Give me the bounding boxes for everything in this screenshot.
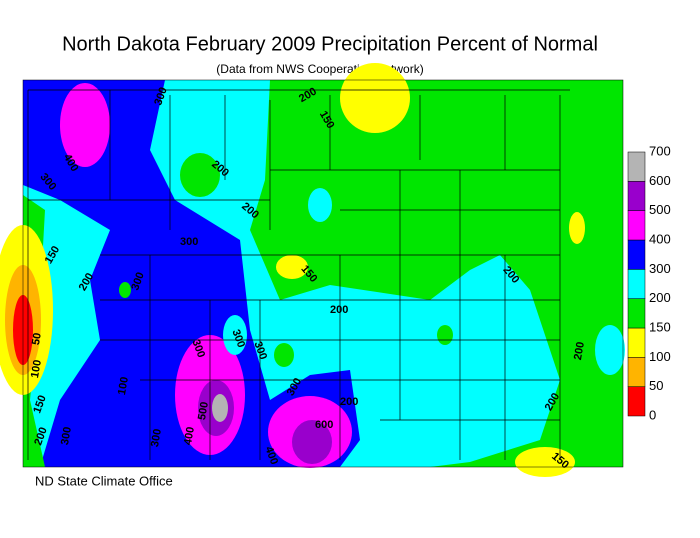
contour-label: 100: [116, 376, 131, 396]
contour-label: 100: [29, 359, 44, 379]
region: [437, 325, 453, 345]
legend: 0 50 100 150 200 300 400 500 600 700: [627, 143, 671, 422]
region: [212, 394, 228, 422]
footer: ND State Climate Office: [35, 473, 173, 488]
contour-label: 300: [149, 428, 164, 448]
contour-label: 500: [196, 401, 211, 421]
contour-label: 150: [31, 394, 49, 415]
legend-label: 400: [649, 231, 671, 246]
contour-label: 300: [189, 338, 207, 359]
title: North Dakota February 2009 Precipitation…: [62, 33, 598, 55]
legend-label: 300: [649, 261, 671, 276]
contour-labels: 300 400 300 200 150 200 200 300 150 200 …: [29, 86, 587, 472]
region: [60, 83, 110, 167]
legend-label: 100: [649, 349, 671, 364]
legend-label: 600: [649, 173, 671, 188]
legend-swatch: [627, 327, 646, 358]
region: [569, 212, 585, 244]
contour-label: 400: [182, 426, 197, 446]
contour-label: 200: [32, 426, 50, 447]
region: [119, 282, 131, 298]
legend-label: 500: [649, 202, 671, 217]
contour-label: 300: [180, 236, 198, 248]
map-border: [22, 79, 624, 468]
contour-label: 300: [251, 340, 269, 361]
contour-label: 300: [59, 426, 74, 446]
contour-label: 300: [129, 271, 147, 292]
legend-label: 0: [649, 407, 656, 422]
region: [180, 153, 220, 197]
region: [595, 325, 625, 375]
region: [340, 63, 410, 133]
region: [308, 188, 332, 222]
legend-swatch: [627, 357, 646, 387]
region: [223, 315, 247, 355]
contour-label: 300: [152, 86, 170, 107]
legend-swatch: [627, 239, 646, 270]
legend-label: 150: [649, 319, 671, 334]
contour-label: 400: [262, 445, 280, 466]
region: [292, 420, 332, 464]
legend-swatch: [627, 386, 646, 417]
map: [0, 63, 625, 477]
contour-label: 600: [315, 419, 333, 431]
contour-label: 200: [340, 396, 358, 408]
contour-label: 50: [30, 332, 44, 346]
contour-label: 200: [330, 304, 348, 316]
contour-label: 200: [572, 341, 587, 361]
legend-swatch: [627, 181, 646, 211]
legend-label: 200: [649, 290, 671, 305]
region: [274, 343, 294, 367]
county-lines: [27, 89, 570, 460]
region: [23, 80, 360, 467]
legend-swatch: [627, 151, 646, 182]
legend-swatch: [627, 210, 646, 241]
legend-swatch: [627, 269, 646, 299]
contour-label: 300: [229, 328, 247, 349]
legend-label: 50: [649, 378, 663, 393]
region: [276, 255, 308, 279]
legend-swatch: [627, 298, 646, 329]
legend-label: 700: [649, 143, 671, 158]
